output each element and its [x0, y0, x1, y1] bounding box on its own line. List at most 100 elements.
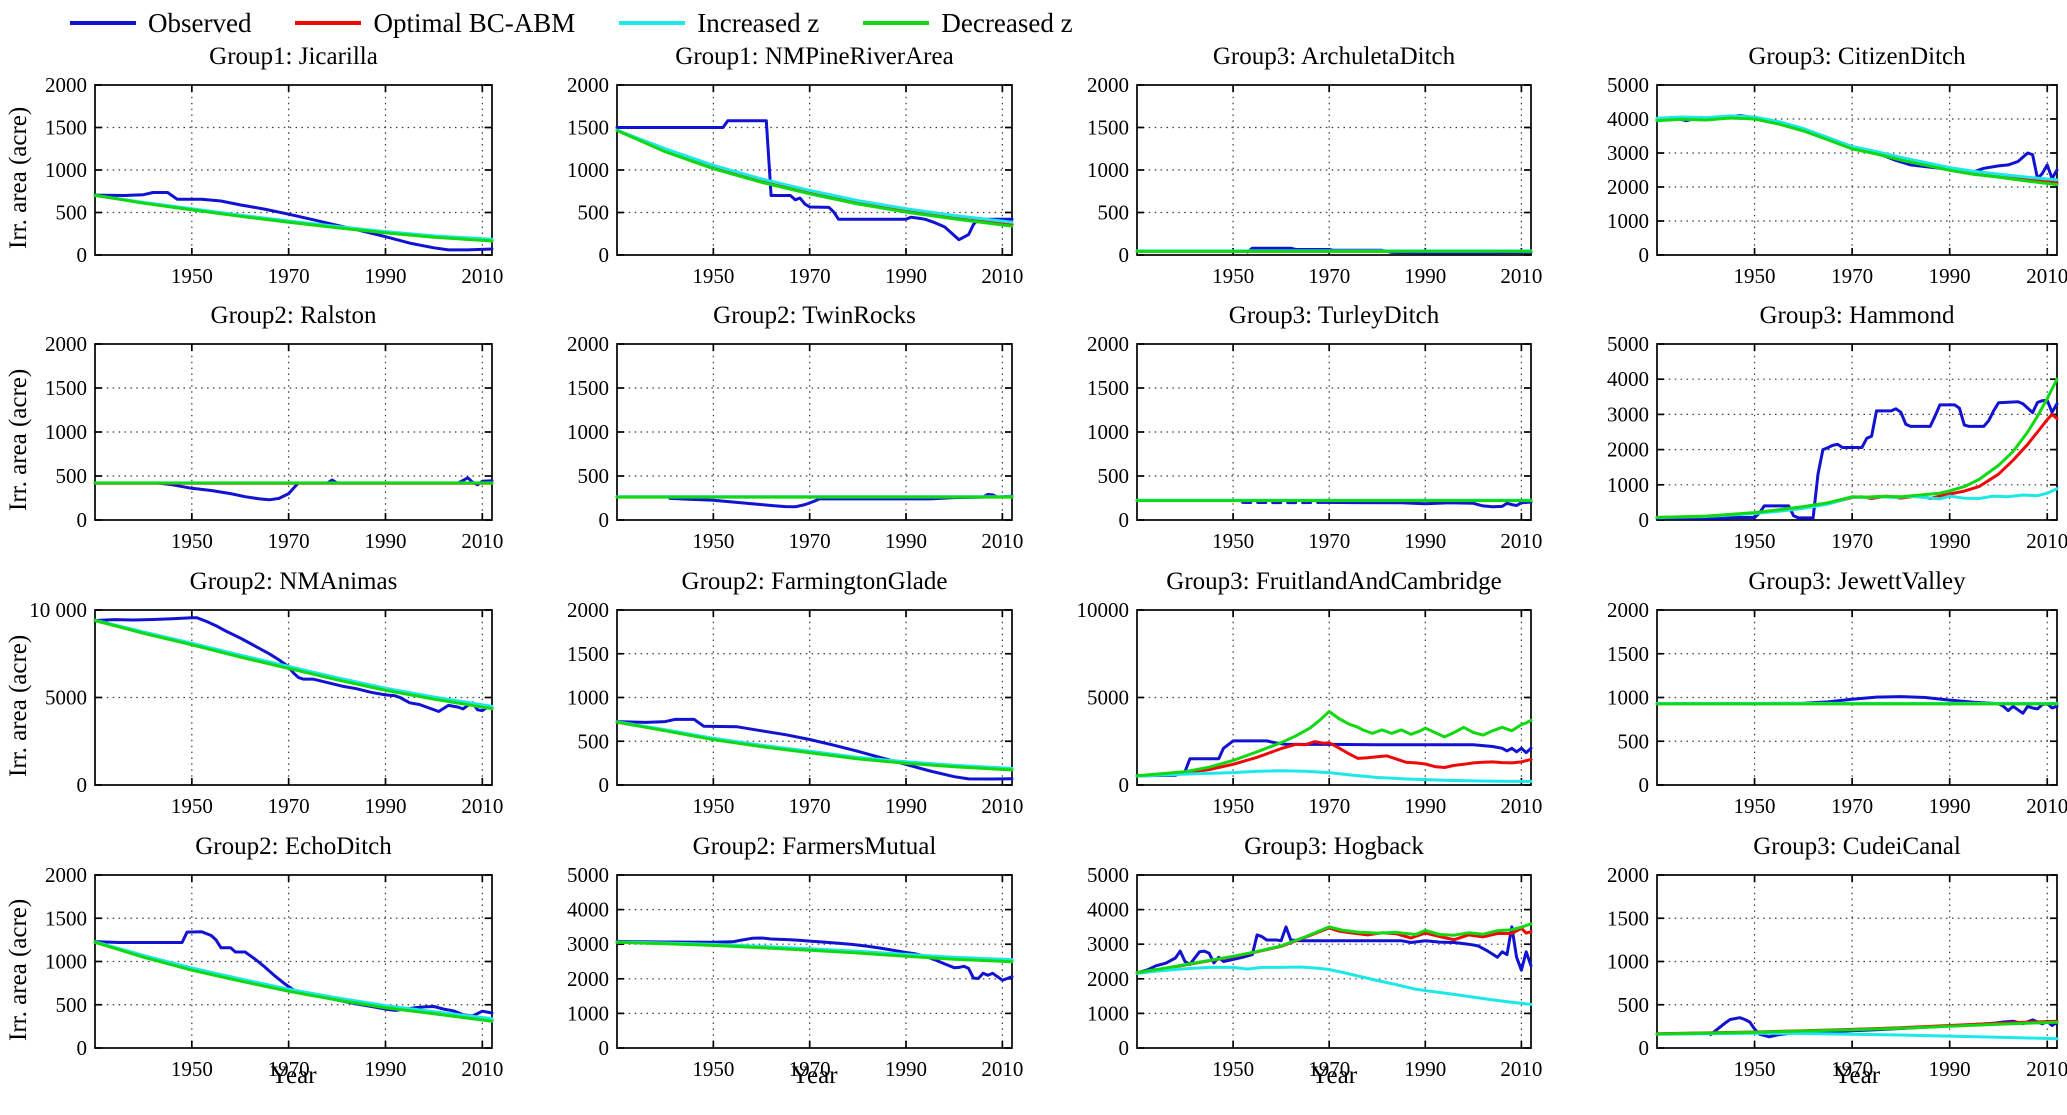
- chart-title-group3-hogback: Group3: Hogback: [1244, 833, 1424, 860]
- y-tick-label: 0: [77, 773, 88, 797]
- plot-svg-group2-nmanimas: 0 5000 10 000 1950 1970 1990 2010: [29, 598, 503, 818]
- x-tick-label: 1990: [1404, 264, 1446, 288]
- x-tick-label: 1990: [1929, 264, 1971, 288]
- y-tick-label: 1500: [1607, 906, 1649, 930]
- x-tick-label: 1990: [364, 1057, 406, 1081]
- x-tick-label: 1950: [171, 1057, 213, 1081]
- y-tick-label: 0: [1119, 1036, 1130, 1060]
- series-decreased-z-line: [1655, 377, 2059, 519]
- y-tick-label: 1000: [1607, 209, 1649, 233]
- x-tick-label: 1970: [789, 264, 831, 288]
- y-tick-label: 2000: [567, 967, 609, 991]
- y-tick-label: 10 000: [29, 598, 87, 622]
- y-tick-label: 5000: [45, 686, 87, 710]
- y-tick-label: 1500: [567, 376, 609, 400]
- y-tick-label: 4000: [1087, 898, 1129, 922]
- y-tick-label: 0: [1639, 508, 1650, 532]
- plot-svg-group3-hammond: 0 1000 2000 3000 4000 5000 1950 1970 1990 2010: [1607, 332, 2067, 553]
- series-observed-line: [615, 936, 1014, 982]
- y-tick-label: 1000: [1607, 473, 1649, 497]
- series-optimal-bc-abm-line: [93, 940, 494, 1022]
- x-axis-label: Year: [270, 1062, 317, 1089]
- y-tick-label: 1000: [567, 1001, 609, 1025]
- x-tick-label: 1950: [1212, 1057, 1254, 1081]
- plot-svg-group3-citizenditch: 0 1000 2000 3000 4000 5000 1950 1970 1990 2010: [1607, 73, 2067, 288]
- plot-svg-group3-archuletaditch: 0 500 1000 1500 2000 1950 1970 1990 2010: [1087, 73, 1542, 288]
- legend-label-optimal-bc-abm: Optimal BC-ABM: [373, 8, 576, 38]
- x-tick-label: 2010: [1500, 264, 1542, 288]
- y-tick-label: 10000: [1077, 598, 1130, 622]
- x-tick-label: 1970: [1831, 529, 1873, 553]
- chart-title-group3-fruitlandandcambridge: Group3: FruitlandAndCambridge: [1166, 568, 1502, 595]
- x-tick-label: 1970: [268, 264, 310, 288]
- series-decreased-z-line: [1135, 922, 1533, 975]
- x-tick-label: 1950: [692, 1057, 734, 1081]
- chart-title-group2-twinrocks: Group2: TwinRocks: [713, 302, 916, 329]
- y-tick-label: 0: [599, 508, 610, 532]
- x-tick-label: 1950: [1212, 264, 1254, 288]
- series-decreased-z-line: [93, 193, 494, 243]
- x-tick-label: 1950: [692, 264, 734, 288]
- chart-title-group1-nmpineriverarea: Group1: NMPineRiverArea: [675, 43, 954, 70]
- y-tick-label: 0: [599, 1036, 610, 1060]
- series-observed-line: [668, 493, 1014, 509]
- chart-title-group3-citizenditch: Group3: CitizenDitch: [1748, 43, 1966, 70]
- series-decreased-z-line: [615, 940, 1014, 964]
- x-tick-label: 1990: [1929, 794, 1971, 818]
- x-tick-label: 1950: [1734, 794, 1776, 818]
- y-tick-label: 1000: [567, 686, 609, 710]
- x-tick-label: 1970: [1831, 1057, 1873, 1081]
- plot-svg-group2-echoditch: 0 500 1000 1500 2000 1950 1970 1990 2010: [45, 863, 503, 1081]
- y-tick-label: 2000: [1087, 332, 1129, 356]
- series-increased-z-line: [93, 940, 494, 1021]
- x-tick-label: 1950: [692, 794, 734, 818]
- x-tick-label: 2010: [2026, 794, 2067, 818]
- series-increased-z-line: [1135, 965, 1533, 1006]
- chart-title-group3-turleyditch: Group3: TurleyDitch: [1228, 302, 1440, 329]
- y-tick-label: 2000: [1607, 438, 1649, 462]
- x-tick-label: 1990: [1404, 1057, 1446, 1081]
- chart-title-group2-echoditch: Group2: EchoDitch: [195, 833, 392, 860]
- plot-svg-group2-ralston: 0 500 1000 1500 2000 1950 1970 1990 2010: [45, 332, 503, 553]
- x-axis-label: Year: [1833, 1062, 1881, 1089]
- series-observed-line: [615, 119, 1014, 242]
- series-decreased-z-line: [93, 619, 494, 711]
- plot-svg-group1-nmpineriverarea: 0 500 1000 1500 2000 1950 1970 1990 2010: [567, 73, 1023, 288]
- x-tick-label: 2010: [981, 529, 1023, 553]
- chart-title-group2-farmersmutual: Group2: FarmersMutual: [692, 833, 937, 860]
- x-tick-label: 1990: [1929, 529, 1971, 553]
- y-axis-label: Irr. area (acre): [5, 898, 32, 1041]
- series-optimal-bc-abm-line: [1135, 740, 1533, 778]
- x-tick-label: 1990: [364, 264, 406, 288]
- series-observed-line: [615, 717, 1014, 781]
- x-tick-label: 1990: [885, 264, 927, 288]
- series-increased-z-line: [1655, 487, 2059, 519]
- y-tick-label: 0: [77, 1036, 88, 1060]
- x-tick-label: 1950: [171, 529, 213, 553]
- y-tick-label: 4000: [1607, 107, 1649, 131]
- x-tick-label: 1970: [1308, 529, 1350, 553]
- y-tick-label: 1500: [567, 116, 609, 140]
- series-decreased-z-line: [1655, 1020, 2059, 1036]
- y-tick-label: 0: [1639, 243, 1650, 267]
- y-tick-label: 2000: [1607, 598, 1649, 622]
- x-tick-label: 2010: [981, 794, 1023, 818]
- y-tick-label: 1000: [1087, 158, 1129, 182]
- y-tick-label: 2000: [567, 73, 609, 97]
- y-tick-label: 1000: [45, 420, 87, 444]
- plot-svg-group2-farmingtonglade: 0 500 1000 1500 2000 1950 1970 1990 2010: [567, 598, 1023, 818]
- increased-z-line-icon: [619, 21, 686, 25]
- y-tick-label: 500: [578, 464, 610, 488]
- x-tick-label: 2010: [2026, 1057, 2067, 1081]
- chart-title-group2-nmanimas: Group2: NMAnimas: [189, 568, 398, 595]
- y-tick-label: 0: [1639, 1036, 1650, 1060]
- plot-svg-group3-hogback: 0 1000 2000 3000 4000 5000 1950 1970 1990 2010: [1087, 863, 1542, 1081]
- y-tick-label: 1500: [1087, 116, 1129, 140]
- x-tick-label: 1970: [1831, 794, 1873, 818]
- y-tick-label: 500: [1098, 201, 1130, 225]
- y-tick-label: 1000: [1607, 950, 1649, 974]
- y-tick-label: 1000: [567, 158, 609, 182]
- x-tick-label: 1990: [364, 529, 406, 553]
- series-optimal-bc-abm-line: [93, 194, 494, 242]
